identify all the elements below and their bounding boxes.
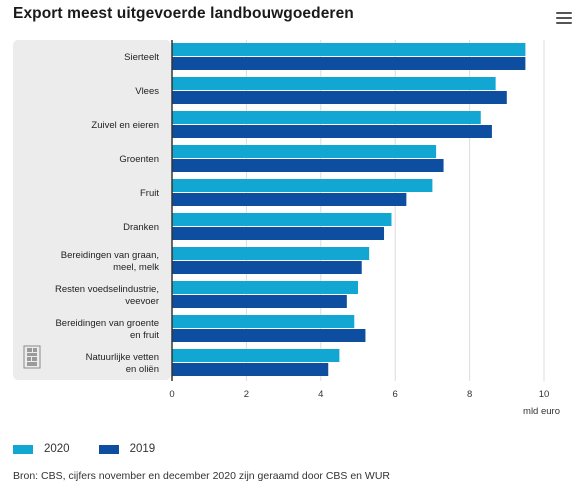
category-label-panel xyxy=(13,40,171,380)
category-label: Zuivel en eieren xyxy=(91,120,159,131)
category-label: meel, melk xyxy=(113,262,159,273)
x-tick-label: 4 xyxy=(318,389,323,400)
source-note: Bron: CBS, cijfers november en december … xyxy=(13,470,391,482)
legend-label-2019: 2019 xyxy=(129,443,156,455)
category-label: Vlees xyxy=(135,86,159,97)
bar-2020-1[interactable] xyxy=(172,77,496,90)
cbs-logo-icon xyxy=(23,345,41,369)
x-tick-label: 8 xyxy=(467,389,472,400)
bar-2019-7[interactable] xyxy=(172,295,347,308)
category-label: Natuurlijke vetten xyxy=(86,352,159,363)
x-axis-label: mld euro xyxy=(523,406,560,417)
legend-label-2020: 2020 xyxy=(44,443,70,455)
legend-swatch-2019 xyxy=(98,444,119,454)
bar-2020-3[interactable] xyxy=(172,145,437,158)
hamburger-menu-icon[interactable] xyxy=(556,11,572,25)
bar-2020-5[interactable] xyxy=(172,213,392,226)
bar-2019-4[interactable] xyxy=(172,193,407,206)
bar-2019-9[interactable] xyxy=(172,363,329,376)
category-label: en oliën xyxy=(126,364,159,375)
bar-2020-7[interactable] xyxy=(172,281,358,294)
bar-2020-8[interactable] xyxy=(172,315,355,328)
bar-2019-3[interactable] xyxy=(172,159,444,172)
bar-2020-9[interactable] xyxy=(172,349,340,362)
bar-2020-4[interactable] xyxy=(172,179,433,192)
category-label: Bereidingen van graan, xyxy=(61,250,159,261)
x-tick-label: 0 xyxy=(169,389,174,400)
category-label: Fruit xyxy=(140,188,159,199)
category-label: Sierteelt xyxy=(124,52,159,63)
bar-2019-0[interactable] xyxy=(172,57,526,70)
bar-2020-2[interactable] xyxy=(172,111,481,124)
category-label: Resten voedselindustrie, xyxy=(55,284,159,295)
bar-chart: Sierteelt Vlees Zuivel en eieren Groenten Fr… xyxy=(13,40,560,417)
chart-legend: 2020 2019 xyxy=(13,443,184,455)
legend-item-2019[interactable]: 2019 xyxy=(98,443,156,455)
category-label: veevoer xyxy=(125,296,159,307)
category-label: Dranken xyxy=(123,222,159,233)
x-tick-label: 2 xyxy=(244,389,249,400)
bar-2019-2[interactable] xyxy=(172,125,492,138)
bar-2019-5[interactable] xyxy=(172,227,385,240)
bar-2019-6[interactable] xyxy=(172,261,362,274)
bar-2020-6[interactable] xyxy=(172,247,370,260)
category-label: en fruit xyxy=(130,330,159,341)
x-tick-label: 6 xyxy=(393,389,398,400)
bar-2019-1[interactable] xyxy=(172,91,507,104)
legend-swatch-2020 xyxy=(13,444,33,454)
category-label: Groenten xyxy=(119,154,159,165)
chart-title: Export meest uitgevoerde landbouwgoedere… xyxy=(13,5,354,22)
category-label: Bereidingen van groente xyxy=(55,318,159,329)
bar-2019-8[interactable] xyxy=(172,329,366,342)
x-tick-label: 10 xyxy=(539,389,550,400)
bar-2020-0[interactable] xyxy=(172,43,526,56)
legend-item-2020[interactable]: 2020 xyxy=(13,443,70,455)
